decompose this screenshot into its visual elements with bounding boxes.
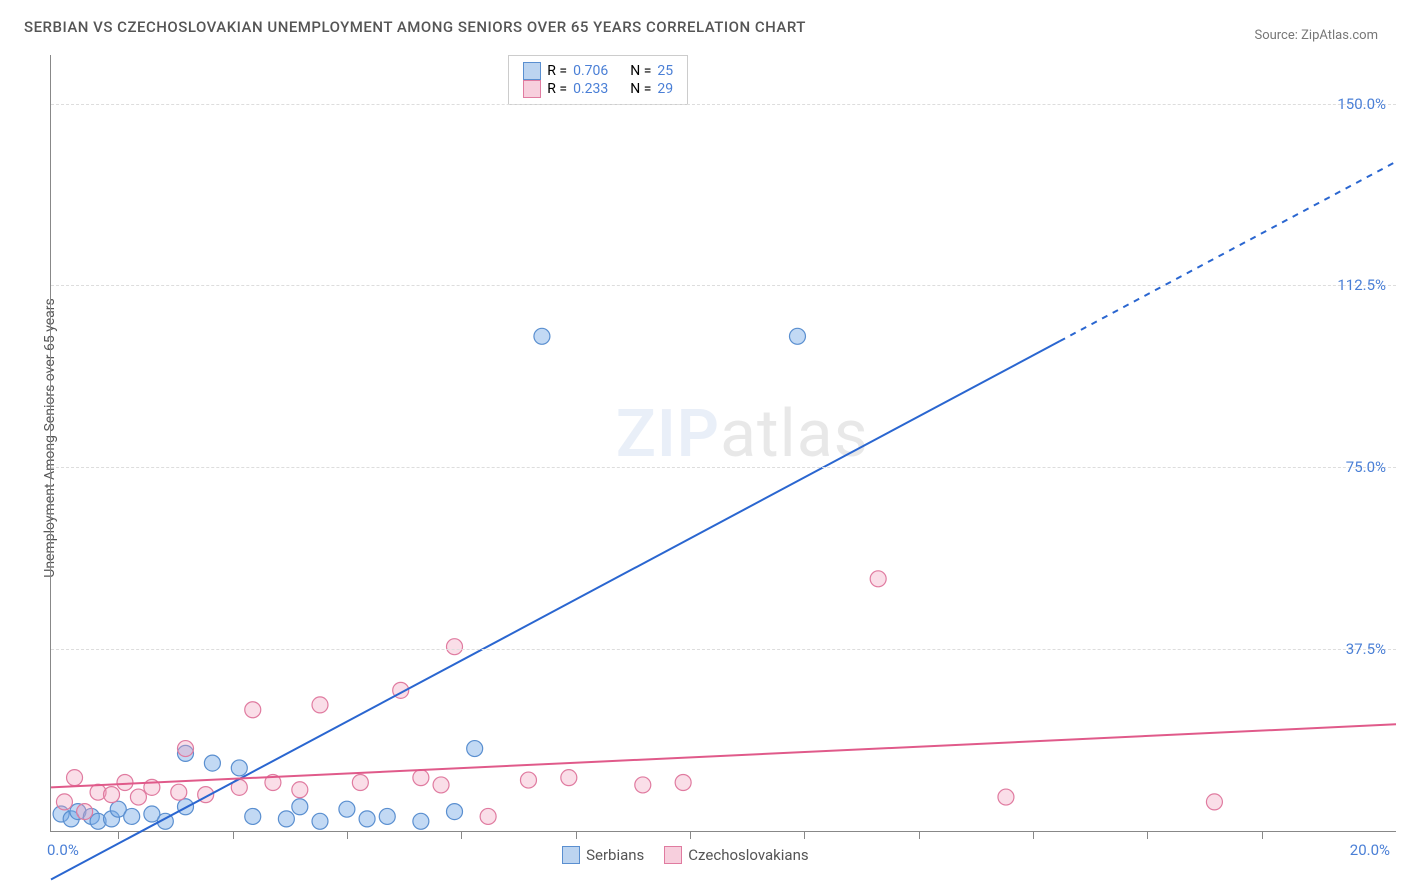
data-point [130, 789, 146, 805]
x-max-label: 20.0% [1350, 841, 1390, 859]
x-tick [1033, 831, 1034, 839]
legend-series-label: Czechoslovakians [688, 846, 808, 864]
data-point [561, 770, 577, 786]
source-label: Source: ZipAtlas.com [1254, 28, 1378, 43]
x-tick [919, 831, 920, 839]
data-point [433, 777, 449, 793]
y-tick-label: 150.0% [1337, 95, 1386, 113]
data-point [104, 787, 120, 803]
data-point [413, 813, 429, 829]
trend-line [51, 724, 1396, 787]
data-point [789, 328, 805, 344]
legend-series-label: Serbians [586, 846, 644, 864]
data-point [77, 804, 93, 820]
x-tick [118, 831, 119, 839]
x-tick [1262, 831, 1263, 839]
chart-title: SERBIAN VS CZECHOSLOVAKIAN UNEMPLOYMENT … [24, 18, 806, 36]
data-point [292, 782, 308, 798]
data-point [447, 639, 463, 655]
data-point [359, 811, 375, 827]
legend-row: R = 0.706 N = 25 [523, 62, 673, 80]
x-tick [576, 831, 577, 839]
legend-row: R = 0.233 N = 29 [523, 80, 673, 98]
data-point [171, 784, 187, 800]
data-point [178, 741, 194, 757]
data-point [635, 777, 651, 793]
data-point [312, 697, 328, 713]
x-tick [690, 831, 691, 839]
data-point [379, 808, 395, 824]
legend-swatch [523, 80, 541, 98]
data-point [467, 741, 483, 757]
gridline [51, 649, 1396, 650]
y-tick-label: 75.0% [1346, 458, 1386, 476]
x-tick [347, 831, 348, 839]
x-tick [233, 831, 234, 839]
trend-line [51, 341, 1060, 879]
data-point [56, 794, 72, 810]
data-point [870, 571, 886, 587]
n-value: 29 [657, 81, 673, 97]
r-value: 0.233 [573, 81, 608, 97]
legend-swatch [562, 846, 580, 864]
data-point [67, 770, 83, 786]
data-point [231, 760, 247, 776]
gridline [51, 467, 1396, 468]
x-min-label: 0.0% [47, 841, 79, 859]
data-point [480, 808, 496, 824]
plot-area: ZIPatlas R = 0.706 N = 25 R = 0.233 N = … [50, 55, 1396, 832]
data-point [124, 808, 140, 824]
r-label: R = [547, 81, 567, 97]
data-point [245, 808, 261, 824]
data-point [312, 813, 328, 829]
data-point [998, 789, 1014, 805]
r-value: 0.706 [573, 63, 608, 79]
data-point [1206, 794, 1222, 810]
data-point [245, 702, 261, 718]
y-tick-label: 37.5% [1346, 640, 1386, 658]
gridline [51, 104, 1396, 105]
data-point [447, 804, 463, 820]
data-point [534, 328, 550, 344]
legend-swatch [664, 846, 682, 864]
trend-line-dashed [1060, 162, 1396, 341]
x-tick [1147, 831, 1148, 839]
n-label: N = [630, 63, 651, 79]
legend-series-item: Serbians [562, 846, 644, 864]
data-point [675, 775, 691, 791]
data-point [339, 801, 355, 817]
data-point [292, 799, 308, 815]
legend-correlation: R = 0.706 N = 25 R = 0.233 N = 29 [508, 55, 688, 105]
n-value: 25 [657, 63, 673, 79]
y-tick-label: 112.5% [1337, 276, 1386, 294]
plot-svg [51, 55, 1396, 831]
data-point [204, 755, 220, 771]
data-point [278, 811, 294, 827]
data-point [117, 775, 133, 791]
n-label: N = [630, 81, 651, 97]
r-label: R = [547, 63, 567, 79]
data-point [413, 770, 429, 786]
x-tick [804, 831, 805, 839]
gridline [51, 285, 1396, 286]
data-point [352, 775, 368, 791]
legend-swatch [523, 62, 541, 80]
legend-series-item: Czechoslovakians [664, 846, 808, 864]
data-point [520, 772, 536, 788]
x-tick [461, 831, 462, 839]
legend-series: Serbians Czechoslovakians [562, 846, 809, 864]
